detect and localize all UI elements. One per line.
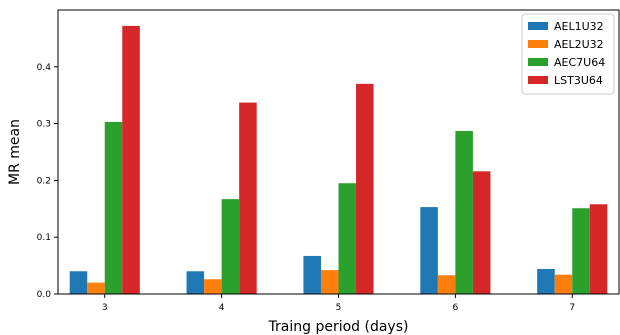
bar-AEC7U64-3	[104, 121, 123, 295]
legend: AEL1U32 AEL2U32 AEC7U64 LST3U64	[521, 13, 615, 95]
legend-box	[521, 13, 615, 95]
y-axis-label: MR mean	[7, 119, 23, 185]
legend-label-AEC7U64: AEC7U64	[554, 56, 605, 69]
bar-AEL1U32-3	[69, 271, 88, 294]
legend-swatch-AEL2U32	[528, 40, 548, 48]
x-tick-label: 7	[569, 303, 575, 313]
bar-AEC7U64-7	[572, 208, 590, 294]
legend-label-AEL1U32: AEL1U32	[554, 20, 604, 33]
bar-AEL1U32-7	[537, 269, 555, 294]
y-tick-label: 0.1	[37, 233, 51, 243]
bar-AEL1U32-4	[186, 271, 205, 294]
legend-swatch-AEC7U64	[528, 58, 548, 66]
y-tick-label: 0.2	[37, 176, 51, 186]
legend-swatch-AEL1U32	[528, 22, 548, 30]
bar-AEL1U32-5	[303, 255, 321, 294]
x-tick-label: 3	[102, 303, 108, 313]
legend-label-AEL2U32: AEL2U32	[554, 38, 604, 51]
x-axis-label: Traing period (days)	[268, 319, 409, 335]
bar-LST3U64-4	[239, 102, 257, 294]
ticks-layer: 0.0 0.1 0.2 0.3 0.4 3 4 5 6 7	[37, 63, 575, 313]
y-tick-label: 0.0	[37, 290, 52, 300]
bars-layer	[69, 25, 608, 295]
x-tick-label: 4	[219, 303, 225, 313]
bar-LST3U64-5	[356, 83, 374, 294]
bar-AEL2U32-5	[320, 270, 339, 294]
plot-frame	[57, 9, 620, 295]
x-tick-label: 6	[453, 303, 459, 313]
x-tick-label: 5	[336, 303, 342, 313]
y-tick-label: 0.3	[37, 120, 51, 130]
bar-AEC7U64-6	[455, 130, 473, 294]
bar-AEL2U32-7	[554, 274, 573, 294]
legend-swatch-LST3U64	[528, 76, 548, 84]
bar-LST3U64-6	[472, 171, 491, 294]
bar-AEC7U64-5	[338, 183, 357, 294]
bar-AEL2U32-6	[437, 275, 456, 294]
bar-LST3U64-7	[589, 204, 608, 294]
bar-AEL2U32-4	[204, 279, 222, 294]
bar-AEL2U32-3	[87, 282, 105, 294]
bar-AEL1U32-6	[420, 207, 438, 294]
y-tick-label: 0.4	[37, 63, 52, 73]
bar-AEC7U64-4	[221, 199, 240, 294]
bar-LST3U64-3	[122, 25, 140, 295]
legend-label-LST3U64: LST3U64	[554, 74, 603, 87]
